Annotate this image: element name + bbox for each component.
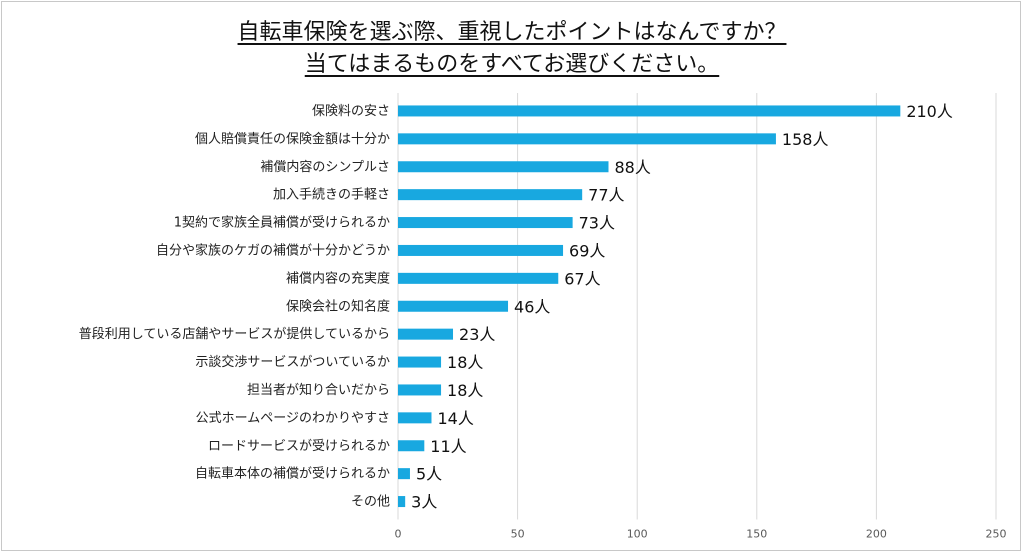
x-tick-label: 200 (866, 528, 887, 541)
bar (398, 133, 776, 145)
category-label: 加入手続きの手軽さ (273, 188, 390, 203)
data-label: 73人 (579, 214, 615, 233)
category-label: 自転車本体の補償が受けられるか (195, 467, 390, 482)
data-label: 3人 (411, 493, 437, 512)
x-tick-label: 100 (627, 528, 648, 541)
bar (398, 384, 442, 396)
bar (398, 356, 442, 368)
bar (398, 105, 901, 117)
category-label: その他 (351, 495, 390, 510)
data-label: 46人 (514, 297, 550, 316)
data-label: 69人 (569, 241, 605, 260)
data-label: 14人 (437, 409, 473, 428)
category-label: ロードサービスが受けられるか (208, 439, 390, 454)
category-label: 自分や家族のケガの補償が十分かどうか (156, 242, 390, 258)
bar (398, 189, 583, 201)
data-label: 77人 (588, 186, 624, 205)
category-label: 担当者が知り合いだから (247, 382, 390, 398)
bar (398, 217, 573, 229)
data-label: 88人 (614, 158, 650, 177)
data-label: 11人 (430, 437, 466, 456)
data-label: 210人 (906, 102, 953, 121)
bar (398, 328, 454, 340)
bar (398, 272, 559, 284)
category-label: 保険会社の知名度 (286, 298, 390, 314)
x-tick-label: 0 (395, 528, 402, 541)
category-label: 普段利用している店舗やサービスが提供しているから (79, 326, 390, 342)
bar (398, 161, 609, 173)
bar (398, 412, 432, 424)
x-tick-label: 50 (511, 528, 525, 541)
chart-subtitle: 当てはまるものをすべてお選びください。 (304, 52, 720, 77)
x-tick-label: 150 (746, 528, 767, 541)
category-label: 保険料の安さ (312, 104, 390, 119)
bar (398, 496, 406, 508)
category-label: 補償内容の充実度 (286, 270, 390, 286)
data-label: 18人 (447, 353, 483, 372)
bar (398, 440, 425, 452)
data-label: 5人 (416, 465, 442, 484)
bar (398, 468, 410, 480)
x-tick-label: 250 (986, 528, 1007, 541)
chart-title: 自転車保険を選ぶ際、重視したポイントはなんですか？ (237, 20, 787, 45)
data-label: 23人 (459, 325, 495, 344)
data-label: 18人 (447, 381, 483, 400)
category-label: 示談交渉サービスがついているか (195, 354, 390, 370)
category-label: 補償内容のシンプルさ (260, 159, 390, 175)
bar (398, 244, 564, 256)
category-label: 個人賠償責任の保険金額は十分か (195, 131, 390, 147)
data-label: 158人 (782, 130, 829, 149)
category-label: 1契約で家族全員補償が受けられるか (174, 215, 390, 231)
data-label: 67人 (564, 269, 600, 288)
category-label: 公式ホームページのわかりやすさ (196, 411, 390, 426)
bar (398, 300, 509, 312)
